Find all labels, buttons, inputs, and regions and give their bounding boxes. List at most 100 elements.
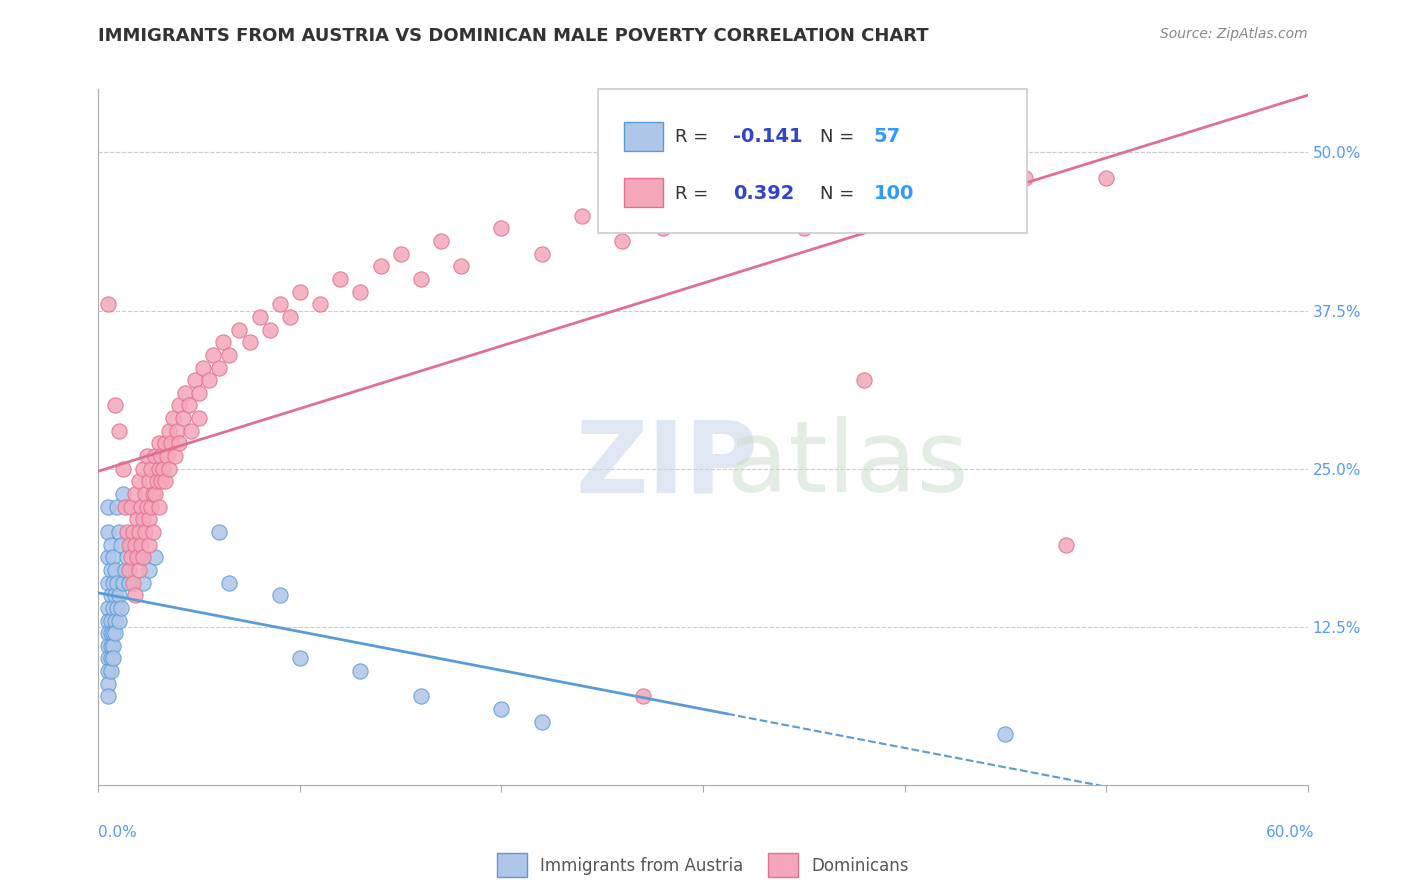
Point xyxy=(107,424,129,438)
Point xyxy=(259,322,281,336)
Text: IMMIGRANTS FROM AUSTRIA VS DOMINICAN MALE POVERTY CORRELATION CHART: IMMIGRANTS FROM AUSTRIA VS DOMINICAN MAL… xyxy=(98,27,929,45)
Point xyxy=(100,639,122,653)
Point xyxy=(111,487,134,501)
Point xyxy=(139,500,162,514)
Point xyxy=(143,487,166,501)
Point xyxy=(1054,538,1077,552)
Point xyxy=(139,461,162,475)
Point xyxy=(97,524,120,539)
Point xyxy=(953,209,976,223)
Point xyxy=(101,651,124,665)
Point xyxy=(97,690,120,704)
Point xyxy=(180,424,202,438)
Point xyxy=(409,272,432,286)
Point xyxy=(110,538,132,552)
Point xyxy=(208,524,231,539)
Point xyxy=(309,297,332,311)
Point xyxy=(450,260,472,274)
Point xyxy=(188,385,211,400)
Point xyxy=(101,626,124,640)
Point xyxy=(134,487,156,501)
Text: R =: R = xyxy=(675,185,714,202)
Point xyxy=(118,563,141,577)
Point xyxy=(101,575,124,590)
Point xyxy=(100,614,122,628)
Text: R =: R = xyxy=(675,128,714,145)
Point xyxy=(124,487,146,501)
Point xyxy=(269,588,291,602)
Point xyxy=(115,550,138,565)
Point xyxy=(135,449,157,463)
Text: 60.0%: 60.0% xyxy=(1267,825,1315,840)
Point xyxy=(97,550,120,565)
Point xyxy=(138,475,160,489)
Point xyxy=(149,449,172,463)
Point xyxy=(114,500,136,514)
Point xyxy=(100,626,122,640)
Point xyxy=(143,550,166,565)
Point xyxy=(128,524,150,539)
Point xyxy=(389,246,412,260)
Point xyxy=(994,727,1017,741)
Point xyxy=(100,588,122,602)
Point xyxy=(138,538,160,552)
Point xyxy=(128,475,150,489)
Point xyxy=(129,500,152,514)
Point xyxy=(288,285,311,299)
Text: ZIP: ZIP xyxy=(575,417,758,514)
Point xyxy=(349,664,371,678)
Point xyxy=(491,221,513,235)
Point xyxy=(105,575,128,590)
Point xyxy=(249,310,271,324)
Point xyxy=(530,246,553,260)
Text: -0.141: -0.141 xyxy=(734,127,803,146)
Point xyxy=(212,335,235,350)
Text: atlas: atlas xyxy=(727,417,969,514)
Point xyxy=(208,360,231,375)
Point xyxy=(152,461,174,475)
Point xyxy=(218,575,240,590)
Point xyxy=(128,563,150,577)
Point xyxy=(153,475,176,489)
Point xyxy=(142,487,165,501)
Text: N =: N = xyxy=(820,185,855,202)
Point xyxy=(120,550,142,565)
Point xyxy=(146,475,169,489)
Point xyxy=(239,335,262,350)
Point xyxy=(188,411,211,425)
Point xyxy=(107,524,129,539)
Point xyxy=(149,475,172,489)
Point xyxy=(132,512,155,526)
Point xyxy=(157,424,180,438)
Point xyxy=(278,310,301,324)
Point xyxy=(100,664,122,678)
Point xyxy=(97,639,120,653)
Legend: Immigrants from Austria, Dominicans: Immigrants from Austria, Dominicans xyxy=(491,847,915,884)
FancyBboxPatch shape xyxy=(598,88,1026,233)
Point xyxy=(103,626,125,640)
Point xyxy=(651,221,673,235)
Text: Source: ZipAtlas.com: Source: ZipAtlas.com xyxy=(1160,27,1308,41)
Point xyxy=(148,500,170,514)
Point xyxy=(174,385,197,400)
Point xyxy=(97,626,120,640)
Point xyxy=(97,614,120,628)
Point xyxy=(571,209,593,223)
Point xyxy=(97,651,120,665)
Point xyxy=(103,563,125,577)
Point xyxy=(101,600,124,615)
Point xyxy=(218,348,240,362)
Point xyxy=(111,575,134,590)
Point xyxy=(129,538,152,552)
Text: N =: N = xyxy=(820,128,855,145)
Point xyxy=(121,575,143,590)
Point xyxy=(125,550,148,565)
Text: 100: 100 xyxy=(873,184,914,203)
Point xyxy=(101,639,124,653)
Point xyxy=(349,285,371,299)
Point xyxy=(631,690,654,704)
FancyBboxPatch shape xyxy=(624,178,664,208)
Point xyxy=(143,449,166,463)
Point xyxy=(118,575,141,590)
Point xyxy=(124,588,146,602)
